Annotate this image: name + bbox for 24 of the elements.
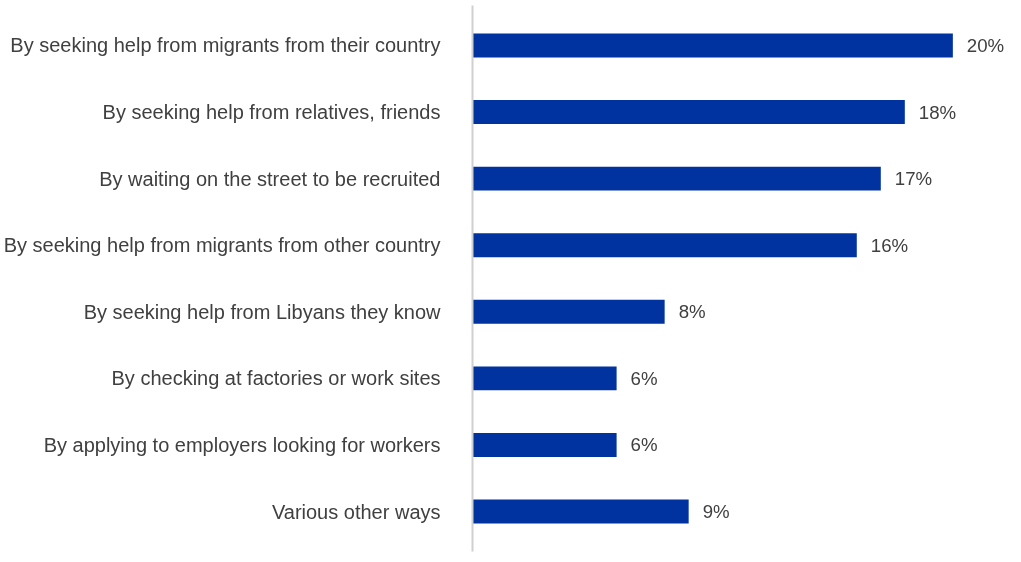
bar (472, 366, 617, 391)
data-label: 8% (678, 301, 706, 323)
y-tick-label: By waiting on the street to be recruited (99, 167, 441, 190)
bar (472, 299, 665, 324)
bar (472, 233, 857, 258)
bar (472, 100, 905, 125)
bar (472, 166, 881, 191)
bar (472, 33, 953, 58)
data-label: 9% (702, 501, 730, 523)
y-tick-label: By applying to employers looking for workers (43, 433, 441, 456)
y-tick-label: Various other ways (271, 500, 441, 523)
y-tick-label: By seeking help from migrants from their country (10, 34, 441, 57)
data-label: 6% (630, 434, 658, 456)
data-label: 16% (870, 234, 909, 256)
bar (472, 432, 617, 457)
y-tick-label: By seeking help from migrants from other country (3, 234, 441, 257)
y-tick-label: By checking at factories or work sites (111, 367, 441, 390)
data-label: 6% (630, 367, 658, 389)
bar (472, 499, 689, 524)
data-label: 18% (918, 101, 957, 123)
data-label: 20% (966, 34, 1005, 56)
data-label: 17% (894, 168, 933, 190)
y-tick-label: By seeking help from Libyans they know (83, 300, 442, 323)
y-tick-label: By seeking help from relatives, friends (102, 101, 441, 124)
